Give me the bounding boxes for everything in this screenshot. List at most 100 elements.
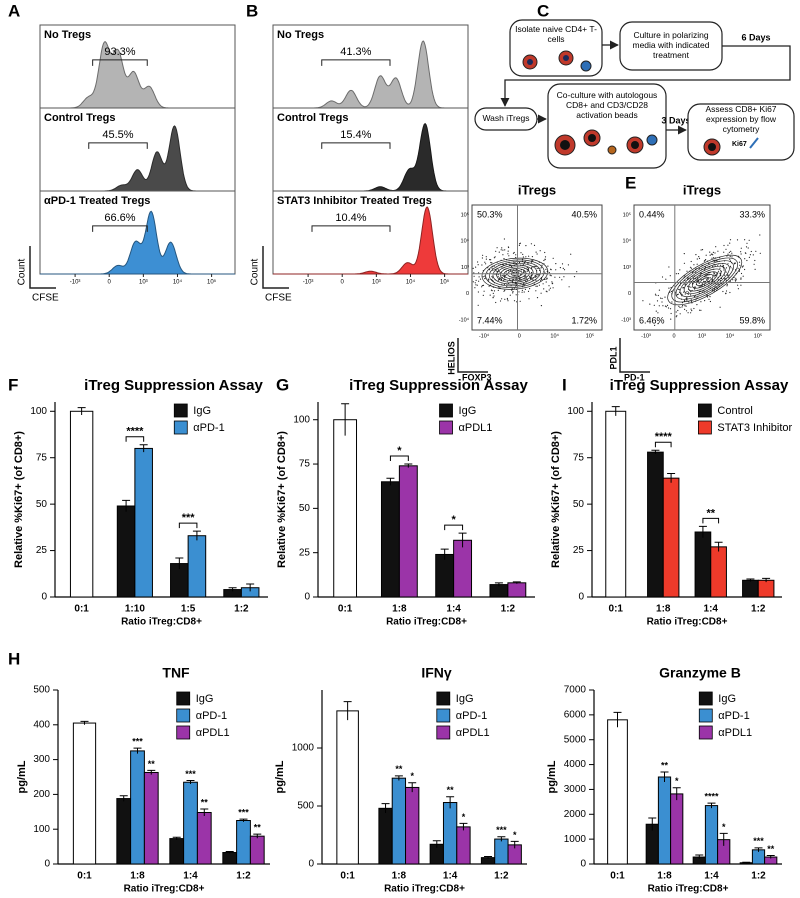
- y-tick-label: 10⁴: [461, 238, 470, 245]
- event-dot: [694, 286, 697, 288]
- legend-swatch: [173, 403, 188, 418]
- event-dot: [539, 250, 541, 252]
- event-dot: [502, 279, 505, 281]
- bar: [69, 410, 94, 598]
- event-dot: [725, 267, 728, 269]
- event-dot: [509, 294, 511, 296]
- event-dot: [683, 253, 685, 255]
- event-dot: [524, 275, 527, 277]
- event-dot: [543, 288, 545, 290]
- event-dot: [477, 304, 479, 306]
- event-dot: [740, 247, 742, 249]
- y-tick-label: 500: [33, 685, 50, 696]
- legend-label: αPD-1: [456, 710, 487, 722]
- quadrant-percent: 6.46%: [639, 315, 665, 325]
- y-tick-label: 0: [580, 859, 586, 870]
- event-dot: [696, 304, 698, 306]
- event-dot: [708, 298, 710, 300]
- bar: [507, 582, 527, 598]
- x-tick-label: 1:2: [494, 871, 509, 882]
- event-dot: [544, 256, 547, 258]
- axis-arrow: [619, 338, 650, 373]
- contour-line: [679, 263, 730, 297]
- y-tick-label: 0: [44, 859, 50, 870]
- bar: [187, 535, 207, 598]
- event-dot: [699, 309, 701, 311]
- contour-line: [496, 264, 534, 283]
- event-dot: [526, 266, 528, 269]
- event-dot: [559, 267, 562, 269]
- event-dot: [473, 275, 475, 277]
- y-tick-label: 25: [36, 545, 48, 556]
- histogram-curve: [273, 206, 468, 275]
- x-tick-label: 1:2: [236, 871, 251, 882]
- event-dot: [686, 297, 688, 299]
- error-bar: [766, 855, 775, 859]
- event-dot: [526, 279, 529, 281]
- error-bar: [228, 587, 237, 592]
- quadrant-percent: 7.44%: [477, 315, 503, 325]
- event-dot: [693, 307, 695, 310]
- event-dot: [703, 260, 706, 262]
- event-dot: [524, 288, 527, 290]
- event-dot: [554, 276, 556, 278]
- event-dot: [688, 291, 690, 293]
- y-tick-label: 0: [466, 291, 469, 297]
- event-dot: [737, 284, 739, 286]
- event-dot: [532, 279, 534, 281]
- error-bar: [404, 463, 413, 468]
- event-dot: [535, 285, 537, 287]
- event-dot: [493, 290, 496, 292]
- event-dot: [759, 252, 761, 254]
- event-dot: [727, 253, 729, 255]
- node-text: Isolate naive CD4+ T-cells: [515, 24, 597, 44]
- node: Co-culture with autologous CD8+ and CD3/…: [557, 90, 658, 119]
- event-dot: [725, 293, 727, 295]
- event-dot: [528, 298, 530, 300]
- event-dot: [701, 283, 704, 285]
- event-dot: [497, 276, 499, 278]
- event-dot: [654, 293, 657, 295]
- bar: [72, 722, 97, 865]
- legend-label: αPDL1: [459, 422, 493, 434]
- node: Isolate naive CD4+ T-cells: [515, 24, 597, 44]
- event-dot: [725, 290, 728, 292]
- event-dot: [502, 275, 504, 277]
- event-dot: [689, 266, 692, 268]
- event-dot: [522, 264, 524, 266]
- event-dot: [562, 267, 564, 269]
- event-dot: [477, 291, 479, 293]
- event-dot: [561, 263, 564, 265]
- quadrant-percent: 50.3%: [477, 209, 503, 219]
- event-dot: [519, 243, 521, 245]
- bar: [378, 807, 393, 865]
- event-dot: [660, 297, 662, 299]
- event-dot: [695, 254, 697, 256]
- error-bar: [746, 578, 755, 582]
- event-dot: [493, 257, 495, 259]
- event-dot: [541, 278, 543, 281]
- x-tick-label: 10⁴: [726, 332, 735, 339]
- legend-swatch: [176, 725, 191, 740]
- event-dot: [754, 259, 756, 262]
- event-dot: [552, 282, 554, 284]
- bar: [134, 447, 153, 598]
- gate-percent: 93.3%: [104, 46, 135, 58]
- event-dot: [708, 263, 710, 265]
- x-tick-label: 1:8: [656, 604, 671, 615]
- event-dot: [525, 280, 527, 282]
- significance: **: [767, 844, 775, 854]
- event-dot: [497, 289, 499, 291]
- event-dot: [535, 276, 537, 278]
- event-dot: [656, 300, 659, 302]
- x-axis-label: Ratio iTreg:CD8+: [647, 617, 728, 628]
- y-axis-label: PDL1: [608, 346, 618, 369]
- event-dot: [536, 267, 538, 269]
- event-dot: [731, 252, 733, 254]
- event-dot: [733, 263, 736, 265]
- event-dot: [478, 280, 480, 282]
- quadrant-percent: 1.72%: [571, 315, 597, 325]
- legend-swatch: [436, 725, 451, 740]
- legend-label: IgG: [459, 405, 477, 417]
